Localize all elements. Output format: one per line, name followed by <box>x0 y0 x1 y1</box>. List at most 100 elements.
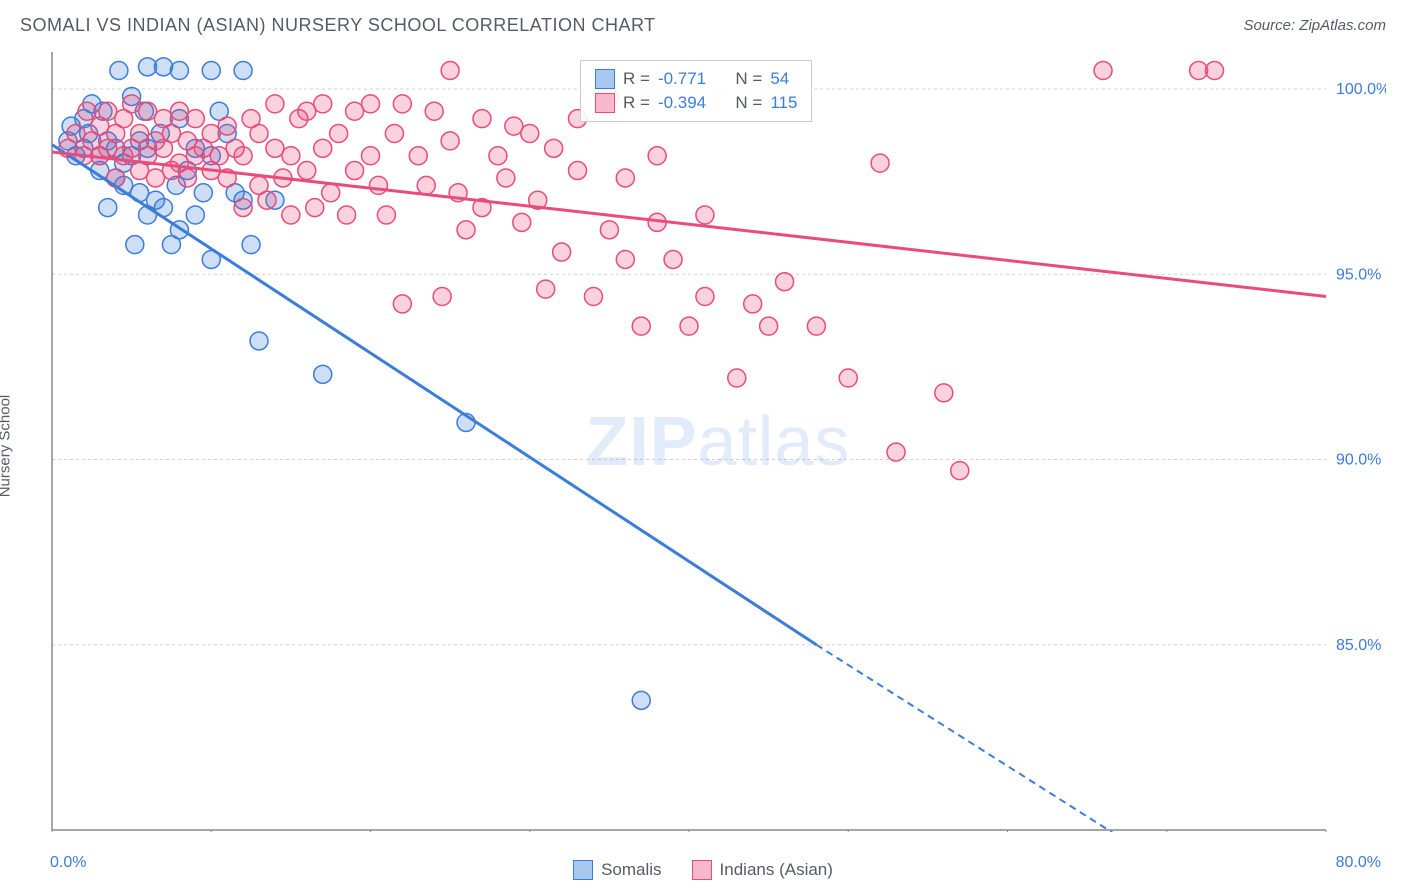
data-point <box>545 139 563 157</box>
y-tick-label: 85.0% <box>1336 637 1381 654</box>
data-point <box>330 125 348 143</box>
data-point <box>322 184 340 202</box>
data-point <box>250 332 268 350</box>
legend-label: Indians (Asian) <box>720 860 833 880</box>
data-point <box>338 206 356 224</box>
data-point <box>776 273 794 291</box>
data-point <box>521 125 539 143</box>
data-point <box>584 288 602 306</box>
stat-n-label: N = <box>726 69 762 89</box>
data-point <box>409 147 427 165</box>
legend-entry: Somalis <box>573 860 661 880</box>
legend-label: Somalis <box>601 860 661 880</box>
data-point <box>314 365 332 383</box>
data-point <box>298 162 316 180</box>
data-point <box>242 236 260 254</box>
data-point <box>178 169 196 187</box>
data-point <box>935 384 953 402</box>
data-point <box>744 295 762 313</box>
data-point <box>616 169 634 187</box>
stats-legend: R =-0.771 N =54R =-0.394 N =115 <box>580 60 812 122</box>
data-point <box>362 147 380 165</box>
data-point <box>393 295 411 313</box>
data-point <box>696 288 714 306</box>
data-point <box>760 317 778 335</box>
data-point <box>218 117 236 135</box>
data-point <box>258 191 276 209</box>
data-point <box>234 147 252 165</box>
data-point <box>385 125 403 143</box>
data-point <box>314 139 332 157</box>
trend-line <box>52 152 1326 296</box>
data-point <box>417 176 435 194</box>
data-point <box>441 132 459 150</box>
data-point <box>553 243 571 261</box>
data-point <box>616 250 634 268</box>
data-point <box>202 62 220 80</box>
data-point <box>664 250 682 268</box>
data-point <box>569 162 587 180</box>
data-point <box>346 162 364 180</box>
data-point <box>497 169 515 187</box>
data-point <box>1206 62 1224 80</box>
data-point <box>186 206 204 224</box>
y-axis-label: Nursery School <box>0 395 14 498</box>
stat-r-label: R = <box>623 69 650 89</box>
data-point <box>489 147 507 165</box>
data-point <box>282 206 300 224</box>
stat-n-value: 54 <box>770 69 789 89</box>
legend-swatch <box>692 860 712 880</box>
data-point <box>513 213 531 231</box>
stat-r-value: -0.394 <box>658 93 718 113</box>
data-point <box>728 369 746 387</box>
data-point <box>194 184 212 202</box>
data-point <box>441 62 459 80</box>
data-point <box>887 443 905 461</box>
y-tick-label: 100.0% <box>1336 81 1386 98</box>
data-point <box>154 58 172 76</box>
legend-entry: Indians (Asian) <box>692 860 833 880</box>
data-point <box>648 147 666 165</box>
stats-legend-row: R = -0.771 N = 54 <box>595 67 797 91</box>
data-point <box>433 288 451 306</box>
stats-legend-row: R =-0.394 N =115 <box>595 91 797 115</box>
data-point <box>266 95 284 113</box>
bottom-legend: Somalis Indians (Asian) <box>0 860 1406 880</box>
data-point <box>362 95 380 113</box>
data-point <box>600 221 618 239</box>
stat-r-label: R = <box>623 93 650 113</box>
data-point <box>632 691 650 709</box>
data-point <box>107 169 125 187</box>
data-point <box>126 236 144 254</box>
trend-line-extrapolated <box>816 645 1166 832</box>
data-point <box>170 62 188 80</box>
data-point <box>951 462 969 480</box>
stat-n-label: N = <box>726 93 762 113</box>
stat-r-value: -0.771 <box>658 69 718 89</box>
data-point <box>839 369 857 387</box>
data-point <box>1094 62 1112 80</box>
data-point <box>250 125 268 143</box>
data-point <box>696 206 714 224</box>
data-point <box>425 102 443 120</box>
source-attribution: Source: ZipAtlas.com <box>1243 17 1386 34</box>
data-point <box>871 154 889 172</box>
data-point <box>680 317 698 335</box>
legend-swatch <box>595 93 615 113</box>
scatter-chart: 85.0%90.0%95.0%100.0% <box>50 50 1386 832</box>
data-point <box>632 317 650 335</box>
data-point <box>473 110 491 128</box>
data-point <box>78 102 96 120</box>
data-point <box>282 147 300 165</box>
data-point <box>110 62 128 80</box>
data-point <box>99 199 117 217</box>
data-point <box>537 280 555 298</box>
data-point <box>234 62 252 80</box>
data-point <box>457 221 475 239</box>
data-point <box>369 176 387 194</box>
data-point <box>306 199 324 217</box>
legend-swatch <box>573 860 593 880</box>
data-point <box>314 95 332 113</box>
data-point <box>377 206 395 224</box>
data-point <box>186 110 204 128</box>
